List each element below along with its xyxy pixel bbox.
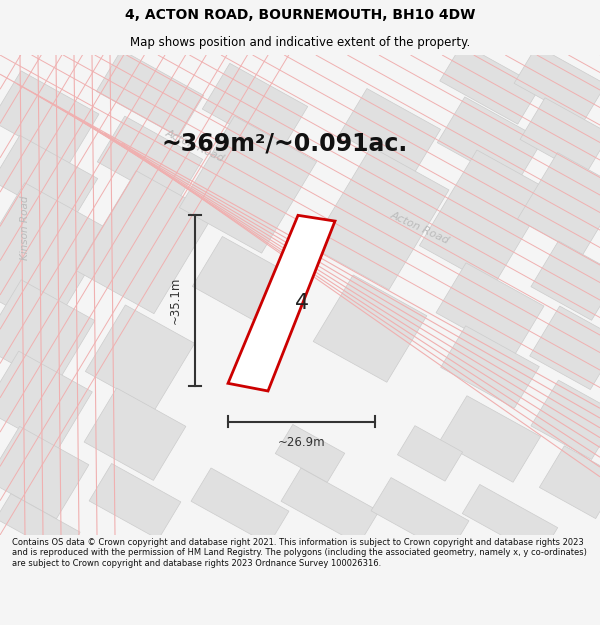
Polygon shape (89, 464, 181, 539)
Polygon shape (275, 424, 345, 483)
Polygon shape (0, 136, 98, 224)
Polygon shape (440, 44, 540, 124)
Polygon shape (0, 182, 112, 331)
Polygon shape (84, 388, 186, 481)
Polygon shape (85, 305, 194, 410)
Polygon shape (340, 89, 440, 175)
Polygon shape (193, 236, 292, 325)
Text: Contains OS data © Crown copyright and database right 2021. This information is : Contains OS data © Crown copyright and d… (12, 538, 587, 568)
Text: 4: 4 (295, 292, 310, 312)
Text: Kinson Road: Kinson Road (20, 196, 30, 260)
Polygon shape (76, 171, 214, 314)
Text: ~26.9m: ~26.9m (278, 436, 325, 449)
Text: Acton Road: Acton Road (389, 210, 451, 246)
Polygon shape (179, 116, 317, 253)
Polygon shape (313, 275, 427, 382)
Polygon shape (191, 468, 289, 544)
Polygon shape (397, 426, 463, 481)
Polygon shape (0, 71, 99, 164)
Polygon shape (0, 426, 89, 519)
Text: 4, ACTON ROAD, BOURNEMOUTH, BH10 4DW: 4, ACTON ROAD, BOURNEMOUTH, BH10 4DW (125, 8, 475, 22)
Polygon shape (440, 326, 539, 408)
Polygon shape (0, 351, 92, 450)
Polygon shape (514, 46, 600, 122)
Polygon shape (530, 306, 600, 389)
Polygon shape (462, 484, 558, 557)
Polygon shape (97, 116, 203, 205)
Polygon shape (518, 152, 600, 255)
Polygon shape (281, 468, 379, 544)
Polygon shape (437, 97, 543, 186)
Polygon shape (0, 494, 80, 557)
Polygon shape (202, 63, 308, 152)
Text: Map shows position and indicative extent of the property.: Map shows position and indicative extent… (130, 36, 470, 49)
Polygon shape (97, 50, 203, 137)
Polygon shape (228, 216, 335, 391)
Polygon shape (520, 98, 600, 176)
Polygon shape (311, 147, 449, 289)
Text: ~35.1m: ~35.1m (169, 277, 182, 324)
Polygon shape (539, 446, 600, 519)
Polygon shape (531, 380, 600, 459)
Polygon shape (0, 280, 95, 387)
Text: ~369m²/~0.091ac.: ~369m²/~0.091ac. (162, 131, 408, 156)
Polygon shape (436, 263, 544, 356)
Polygon shape (439, 396, 541, 482)
Polygon shape (531, 241, 600, 320)
Polygon shape (371, 478, 469, 554)
Text: Acton Road: Acton Road (164, 128, 226, 164)
Polygon shape (419, 150, 551, 286)
